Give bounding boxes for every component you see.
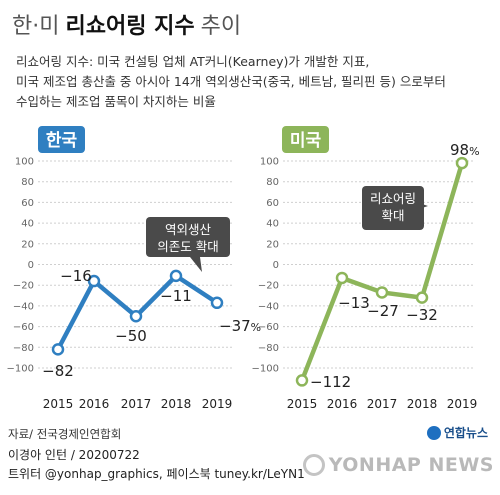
x-tick-label: 2015 (287, 397, 318, 411)
x-tick-label: 2015 (43, 397, 74, 411)
y-tick-label: 20 (266, 239, 279, 250)
watermark-text: YONHAP NEWS (328, 454, 494, 476)
annotation-tail (190, 257, 202, 272)
y-tick-label: −80 (258, 343, 279, 354)
data-point (375, 286, 389, 299)
data-point (335, 271, 349, 285)
data-label: −50 (115, 327, 147, 345)
chart-title-box (282, 126, 329, 153)
data-label: −16 (60, 267, 92, 285)
title-part-1: 한·미 (12, 14, 60, 39)
data-label: −13 (338, 294, 370, 312)
title-part-3: 추이 (200, 14, 242, 39)
usa-chart: 미국 100 80 60 40 20 0 −20 −40 −60 −80 −100 2015 2016 20… (252, 126, 480, 411)
data-label: −112 (310, 373, 351, 391)
data-label: −32 (406, 306, 438, 324)
x-tick-label: 2016 (79, 397, 110, 411)
x-tick-label: 2019 (202, 397, 233, 411)
description: 리쇼어링 지수: 미국 컨설팅 업체 AT커니(Kearney)가 개발한 지표… (16, 52, 446, 112)
chart-title-box (38, 126, 85, 153)
y-tick-label: −60 (13, 322, 34, 333)
y-tick-label: −60 (258, 322, 279, 333)
x-tick-label: 2016 (327, 397, 358, 411)
watermark: YONHAP NEWS (302, 454, 494, 476)
annotation-tail (410, 200, 428, 212)
data-point (51, 343, 65, 356)
credit-line: 이경아 인턴 / 20200722 (8, 448, 140, 462)
chart-title: 한국 (46, 131, 78, 151)
y-tick-label: −40 (13, 301, 34, 312)
data-point (210, 296, 224, 310)
y-tick-label: 40 (266, 219, 279, 230)
credit: 이경아 인턴 / 20200722 트위터 @yonhap_graphics, … (8, 446, 305, 484)
y-tick-label: −20 (13, 281, 34, 292)
y-tick-label: −100 (252, 364, 279, 375)
y-tick-label: 60 (21, 198, 34, 209)
data-point (169, 269, 183, 283)
x-tick-label: 2019 (447, 397, 478, 411)
y-tick-label: 80 (266, 177, 279, 188)
description-line: 미국 제조업 총산출 중 아시아 14개 역외생산국(중국, 베트남, 필리핀 … (16, 74, 446, 89)
title-part-2: 리쇼어링 지수 (65, 14, 195, 39)
data-point (87, 274, 101, 288)
data-label: −27 (367, 302, 399, 320)
annotation-text: 리쇼어링 (370, 191, 416, 206)
y-tick-label: −80 (13, 343, 34, 354)
x-tick-label: 2018 (407, 397, 438, 411)
data-point (415, 291, 429, 304)
data-label: −37% (219, 317, 261, 335)
y-tick-label: 20 (21, 239, 34, 250)
brand-logo-icon (426, 425, 441, 440)
watermark-icon (302, 454, 325, 476)
description-line: 수입하는 제조업 품목이 차지하는 비율 (16, 94, 216, 109)
brand-logo: 연합뉴스 (426, 424, 488, 441)
y-tick-label: 0 (28, 260, 34, 271)
y-tick-label: −40 (258, 301, 279, 312)
charts-area: 한국 100 80 60 40 20 0 −20 −40 −60 −80 −100 2015 2016 20… (7, 126, 480, 411)
data-label: −82 (42, 362, 74, 380)
data-point (295, 374, 309, 387)
data-point (129, 310, 143, 323)
brand-name: 연합뉴스 (443, 426, 488, 440)
data-point (455, 156, 469, 170)
page-title: 한·미 리쇼어링 지수 추이 (12, 8, 241, 40)
data-label: 98% (450, 141, 480, 159)
annotation-bubble (362, 186, 424, 230)
y-tick-label: 100 (15, 157, 34, 168)
chart-title: 미국 (290, 131, 322, 151)
y-tick-label: −20 (258, 281, 279, 292)
annotation-text: 역외생산 (165, 222, 212, 237)
data-label: −11 (160, 287, 192, 305)
source-note: 자료/ 전국경제인연합회 (8, 427, 122, 441)
annotation-bubble (146, 217, 230, 257)
y-tick-label: 60 (266, 198, 279, 209)
korea-chart: 한국 100 80 60 40 20 0 −20 −40 −60 −80 −100 2015 2016 20… (7, 126, 261, 411)
x-tick-label: 2018 (161, 397, 192, 411)
annotation-text: 확대 (381, 208, 404, 223)
y-tick-label: 80 (21, 177, 34, 188)
y-tick-label: 40 (21, 219, 34, 230)
x-tick-label: 2017 (367, 397, 398, 411)
description-line: 리쇼어링 지수: 미국 컨설팅 업체 AT커니(Kearney)가 개발한 지표… (16, 54, 370, 69)
x-tick-label: 2017 (121, 397, 152, 411)
y-tick-label: 0 (273, 260, 279, 271)
y-tick-label: −100 (7, 364, 34, 375)
credit-line: 트위터 @yonhap_graphics, 페이스북 tuney.kr/LeYN… (8, 467, 305, 481)
y-tick-label: 100 (260, 157, 279, 168)
annotation-text: 의존도 확대 (157, 239, 218, 254)
